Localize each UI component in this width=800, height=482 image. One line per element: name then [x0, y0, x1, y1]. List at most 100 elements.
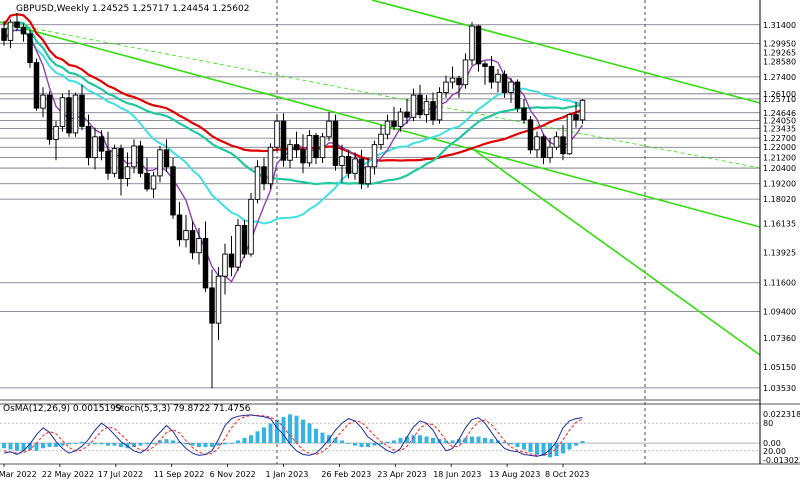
candle-bull: [248, 198, 254, 255]
candle-bull: [378, 133, 384, 146]
candle-bull: [254, 166, 261, 200]
osma-bar: [112, 443, 117, 446]
candle-bull: [566, 114, 573, 155]
osma-bar: [353, 443, 357, 446]
osma-bar: [424, 436, 429, 444]
osma-bar: [366, 443, 370, 447]
price-levels: [0, 24, 760, 389]
price-tick-label: 1.31400: [763, 21, 796, 30]
price-tick-label: 1.27400: [763, 73, 796, 82]
osma-bar: [158, 440, 162, 444]
osma-bar: [197, 443, 201, 447]
osma-bar: [275, 419, 279, 444]
osma-bar: [561, 443, 565, 454]
price-tick-label: 1.09400: [763, 307, 796, 316]
candle-bear: [482, 63, 488, 67]
osma-bar: [281, 417, 286, 444]
candle-bear: [527, 119, 534, 151]
candle-bull: [462, 59, 469, 86]
candle-bear: [46, 94, 53, 140]
candle-bear: [521, 107, 527, 121]
candle-bull: [579, 99, 586, 121]
candle-bull: [352, 158, 358, 174]
osma-bar: [515, 443, 520, 447]
osma-bar: [171, 440, 175, 444]
osma-bar: [463, 437, 468, 444]
osma-bar: [145, 443, 149, 445]
candle-bear: [66, 97, 72, 134]
osma-bar: [177, 441, 182, 444]
candle-bull: [339, 155, 345, 166]
osma-bar: [54, 443, 58, 447]
date-tick-label: 17 Jul 2022: [98, 470, 143, 479]
chart-title: GBPUSD,Weekly 1.24525 1.25717 1.24454 1.…: [16, 4, 249, 14]
candle-bull: [53, 125, 59, 140]
candle-bear: [300, 149, 306, 164]
candle-bull: [131, 145, 137, 168]
channel-line: [0, 21, 761, 169]
osma-bar: [132, 443, 136, 447]
candle-bull: [547, 146, 553, 159]
osma-bar: [470, 436, 474, 444]
candle-bear: [98, 136, 105, 152]
candle-bear: [261, 166, 267, 185]
osma-bar: [151, 443, 156, 444]
osma-bar: [307, 423, 312, 444]
ma-teal-line: [3, 21, 583, 186]
osma-bar: [431, 437, 435, 444]
osma-bar: [567, 443, 572, 450]
osma-bar: [28, 443, 32, 450]
channel-line: [371, 0, 761, 104]
osma-bar: [509, 443, 513, 445]
candles: [1, 13, 586, 389]
candle-bull: [384, 120, 391, 135]
candle-bear: [85, 125, 92, 159]
price-tick-label: 1.23435: [763, 125, 796, 134]
osma-bar: [450, 440, 455, 444]
channel-line: [0, 21, 761, 228]
grid: [276, 0, 646, 464]
price-tick-label: 1.03530: [763, 384, 796, 393]
price-tick-label: 1.19200: [763, 180, 796, 189]
osma-bar: [535, 443, 539, 455]
candle-bear: [27, 33, 33, 63]
candle-bull: [40, 94, 46, 109]
date-tick-label: 11 Sep 2022: [154, 470, 205, 479]
indicator-tick-label: 0.00: [763, 439, 781, 448]
osma-bar: [73, 443, 78, 444]
osma-bar: [314, 428, 318, 444]
price-tick-label: 1.29950: [763, 40, 796, 49]
candle-bull: [306, 135, 313, 164]
candle-bear: [144, 172, 150, 190]
osma-bar: [522, 443, 526, 450]
osma-bar: [262, 427, 266, 444]
osma-bar: [223, 443, 227, 445]
candle-bear: [560, 136, 566, 155]
osma-bar: [15, 443, 19, 451]
stoch-main-line: [3, 414, 583, 457]
candle-bear: [20, 26, 27, 35]
candle-bull: [111, 148, 118, 174]
osma-bar: [294, 415, 299, 444]
osma-bar: [411, 435, 416, 444]
candle-bull: [423, 101, 430, 116]
candle-bear: [404, 111, 410, 118]
candle-bull: [449, 77, 456, 83]
osma-bar: [333, 437, 338, 444]
osma-bar: [34, 443, 39, 451]
candle-bull: [534, 136, 540, 151]
candle-bull: [326, 120, 332, 138]
candle-bull: [124, 166, 131, 179]
osma-bar: [340, 440, 344, 444]
osma-bar: [106, 443, 110, 446]
moving-averages: [3, 13, 584, 283]
price-tick-label: 1.22000: [763, 143, 796, 152]
osma-bar: [164, 439, 169, 444]
osma-bar: [483, 437, 487, 444]
price-tick-label: 1.18020: [763, 195, 796, 204]
osma-bar: [554, 443, 559, 457]
date-tick-label: 1 Jan 2023: [266, 470, 309, 479]
candle-bull: [235, 224, 241, 268]
candle-bear: [345, 155, 352, 174]
